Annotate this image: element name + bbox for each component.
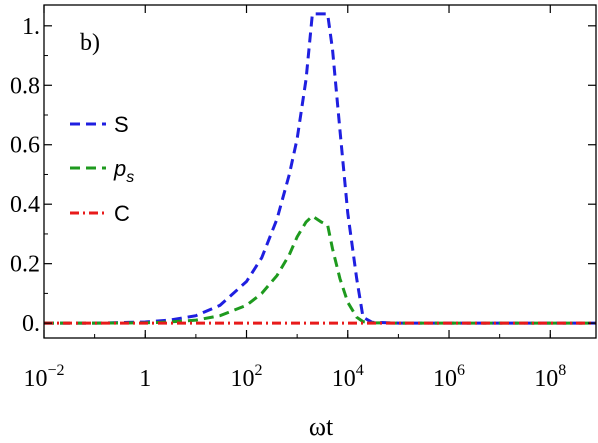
y-tick-label: 0.2	[10, 252, 40, 278]
legend: Sps C	[70, 112, 134, 226]
series-line-s	[44, 12, 596, 325]
panel-label: b)	[80, 30, 100, 56]
y-tick-label: 0.8	[10, 73, 40, 99]
x-tick-label: 10−2	[23, 362, 64, 392]
legend-label-s: S	[114, 112, 129, 137]
legend-label-c: C	[114, 201, 130, 226]
series-layer	[44, 12, 596, 325]
y-tick-label: 1.	[22, 14, 40, 40]
x-tick-label: 1	[139, 366, 151, 392]
y-ticks: 0. 0.2 0.4 0.6 0.8 1.	[10, 14, 596, 337]
series-line-p	[44, 214, 596, 325]
x-axis-label: ωt	[309, 412, 334, 441]
y-tick-label: 0.4	[10, 192, 40, 218]
legend-label-p: ps	[113, 156, 134, 186]
plot-frame	[43, 4, 597, 339]
x-ticks: 10−2 1 102 104 106 108	[23, 5, 566, 392]
y-tick-label: 0.	[22, 311, 40, 337]
x-tick-label: 104	[332, 362, 364, 392]
x-tick-label: 108	[534, 362, 566, 392]
x-tick-label: 106	[433, 362, 465, 392]
x-tick-label: 102	[231, 362, 263, 392]
y-tick-label: 0.6	[10, 133, 40, 159]
